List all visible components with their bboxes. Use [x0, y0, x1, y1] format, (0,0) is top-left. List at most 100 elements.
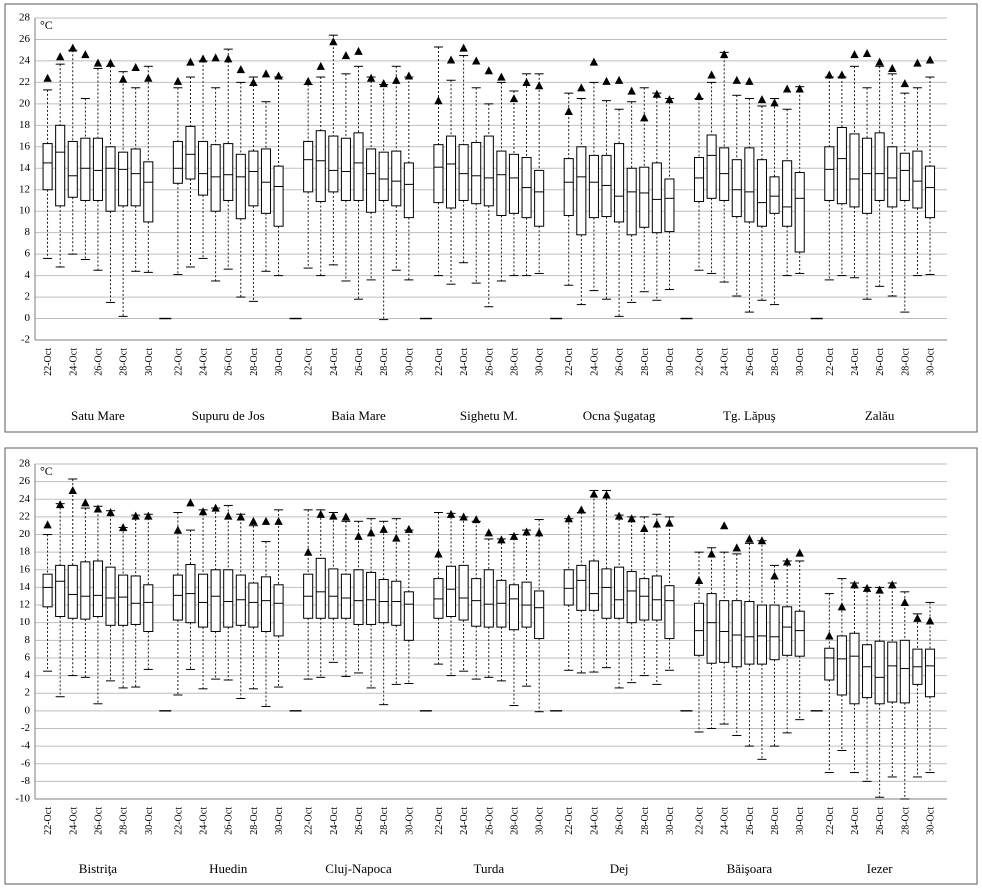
y-tick-label: 2 — [25, 687, 31, 699]
x-tick-label: 26-Oct — [745, 807, 756, 835]
iqr-box — [185, 125, 196, 180]
triangle-marker — [186, 498, 195, 507]
station-label: Huedin — [209, 861, 248, 876]
triangle-marker — [564, 514, 573, 523]
x-tick-label: 28-Oct — [509, 348, 520, 376]
triangle-marker — [211, 503, 220, 512]
triangle-marker — [261, 516, 271, 525]
iqr-box — [130, 148, 141, 207]
iqr-box — [210, 569, 221, 632]
iqr-box — [824, 146, 835, 201]
triangle-marker — [434, 549, 443, 558]
station-label: Băişoara — [727, 861, 773, 876]
iqr-box — [143, 584, 154, 633]
triangle-marker — [602, 490, 611, 499]
triangle-marker — [652, 519, 662, 528]
iqr-box — [118, 151, 129, 207]
y-tick-label: 12 — [19, 183, 30, 195]
iqr-box — [328, 135, 339, 193]
triangle-marker — [366, 528, 376, 537]
triangle-marker — [875, 57, 884, 66]
iqr-box — [563, 158, 574, 216]
iqr-box — [899, 639, 910, 704]
x-tick-label: 26-Oct — [875, 807, 886, 835]
triangle-marker — [43, 520, 52, 529]
iqr-box — [366, 571, 377, 625]
triangle-marker — [888, 64, 897, 73]
iqr-box — [887, 146, 898, 208]
triangle-marker — [719, 50, 729, 59]
iqr-box — [353, 132, 364, 201]
x-tick-label: 26-Oct — [615, 348, 626, 376]
iqr-box — [912, 150, 923, 209]
triangle-marker — [522, 527, 531, 536]
triangle-marker — [249, 516, 258, 525]
triangle-marker — [589, 57, 599, 66]
iqr-box — [601, 154, 612, 218]
triangle-marker — [274, 71, 283, 80]
iqr-box — [458, 564, 469, 621]
triangle-marker — [249, 78, 258, 86]
iqr-box — [340, 137, 351, 201]
x-tick-label: 24-Oct — [850, 348, 861, 376]
triangle-marker — [757, 536, 767, 545]
x-tick-label: 26-Oct — [484, 348, 495, 376]
y-tick-label: -2 — [21, 334, 30, 346]
x-tick-label: 30-Oct — [665, 348, 676, 376]
station-label: Iezer — [867, 861, 894, 876]
triangle-marker — [198, 507, 208, 516]
iqr-box — [769, 604, 780, 661]
triangle-marker — [522, 78, 531, 86]
boxplot-chart-bottom: -10-8-6-4-20246810121416182022242628°C22… — [4, 447, 978, 885]
station-label: Tg. Lăpuş — [723, 408, 776, 423]
y-tick-label: 20 — [19, 528, 31, 540]
x-tick-label: 26-Oct — [224, 348, 235, 376]
triangle-marker — [913, 613, 922, 622]
station-label: Cluj-Napoca — [325, 861, 392, 876]
station-label: Dej — [610, 861, 629, 876]
y-tick-label: 0 — [25, 704, 31, 716]
iqr-box — [744, 601, 755, 665]
iqr-box — [210, 144, 221, 212]
triangle-marker — [770, 98, 779, 107]
triangle-marker — [434, 96, 443, 105]
y-tick-label: 10 — [19, 205, 31, 217]
triangle-marker — [472, 515, 481, 524]
x-tick-label: 22-Oct — [825, 807, 836, 835]
x-tick-label: 22-Oct — [564, 348, 575, 376]
x-tick-label: 30-Oct — [795, 807, 806, 835]
triangle-marker — [224, 54, 233, 63]
iqr-box — [614, 566, 625, 619]
triangle-marker — [459, 43, 468, 52]
x-tick-label: 24-Oct — [329, 348, 340, 376]
triangle-marker — [81, 50, 90, 59]
triangle-marker — [93, 58, 103, 67]
iqr-box — [874, 640, 885, 705]
iqr-box — [664, 178, 675, 233]
iqr-box — [198, 140, 209, 196]
iqr-box — [223, 569, 234, 628]
station-label: Sighetu M. — [460, 408, 518, 423]
triangle-marker — [745, 534, 754, 543]
triangle-marker — [173, 76, 183, 85]
iqr-box — [794, 172, 805, 253]
triangle-marker — [404, 71, 414, 80]
x-tick-label: 30-Oct — [404, 807, 415, 835]
triangle-marker — [55, 500, 65, 509]
triangle-marker — [850, 50, 859, 59]
triangle-marker — [173, 525, 183, 534]
triangle-marker — [837, 602, 847, 611]
triangle-marker — [825, 70, 834, 79]
triangle-marker — [316, 509, 325, 518]
triangle-marker — [665, 518, 674, 527]
iqr-box — [756, 604, 767, 665]
x-tick-label: 22-Oct — [173, 807, 184, 835]
triangle-marker — [186, 57, 195, 66]
iqr-box — [471, 142, 482, 205]
triangle-marker — [497, 535, 506, 544]
iqr-box — [235, 153, 246, 220]
x-tick-label: 24-Oct — [589, 807, 600, 835]
triangle-marker — [640, 113, 649, 122]
iqr-box — [378, 151, 389, 201]
